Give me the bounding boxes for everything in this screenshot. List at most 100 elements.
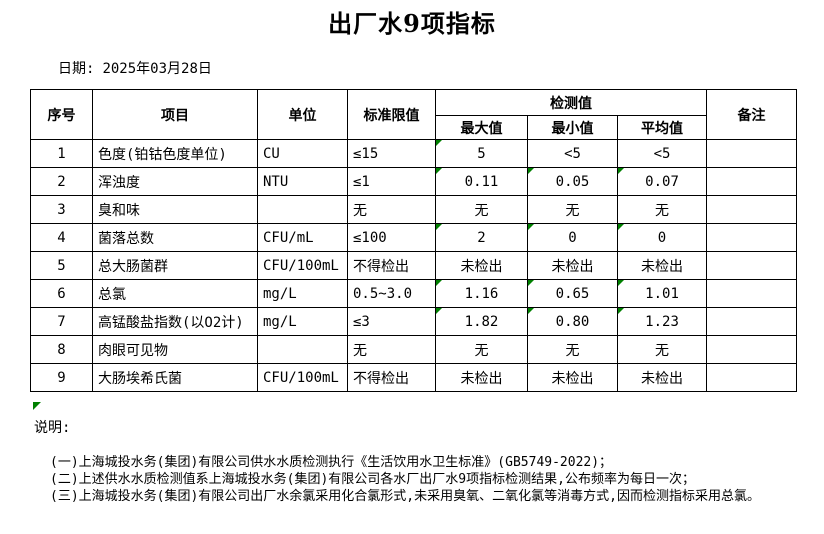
table-row: 3 臭和味无无无无 — [30, 195, 798, 224]
table-body: 1 色度(铂钴色度单位) CU ≤15 5 <5 <5 2 浑浊度 NTU ≤1 0.11 0.05 0.… — [30, 139, 798, 392]
row-max: 5 — [435, 139, 528, 168]
row-min: 0.65 — [527, 279, 618, 308]
green-flag-icon — [528, 280, 534, 286]
row-remark — [706, 223, 798, 252]
notes-list: (一)上海城投水务(集团)有限公司供水水质检测执行《生活饮用水卫生标准》(GB5… — [50, 454, 824, 505]
row-min: 无 — [527, 335, 618, 364]
row-seq: 4 — [30, 223, 93, 252]
row-seq: 3 — [30, 195, 93, 224]
row-unit: CFU/100mL — [257, 251, 348, 280]
header-seq: 序号 — [30, 89, 93, 140]
row-unit: CFU/100mL — [257, 363, 348, 392]
row-limit: ≤3 — [347, 307, 436, 336]
row-seq: 7 — [30, 307, 93, 336]
table-row: 2 浑浊度 NTU ≤1 0.11 0.05 0.07 — [30, 167, 798, 196]
row-unit: mg/L — [257, 307, 348, 336]
row-avg: 1.01 — [616, 279, 708, 308]
header-limit: 标准限值 — [347, 89, 436, 140]
row-avg: 未检出 — [616, 363, 708, 392]
row-avg: 无 — [616, 335, 708, 364]
row-avg: 1.23 — [616, 307, 708, 336]
row-unit: NTU — [257, 167, 348, 196]
note-line: (三)上海城投水务(集团)有限公司出厂水余氯采用化合氯形式,未采用臭氧、二氧化氯… — [50, 489, 760, 504]
row-item: 高锰酸盐指数(以O2计) — [92, 307, 258, 336]
row-seq: 1 — [30, 139, 93, 168]
row-max: 2 — [435, 223, 528, 252]
table-row: 9 大肠埃希氏菌 CFU/100mL 不得检出 未检出 未检出 未检出 — [30, 363, 798, 392]
green-flag-icon — [618, 224, 624, 230]
green-flag-icon — [436, 224, 442, 230]
table-row: 7 高锰酸盐指数(以O2计) mg/L ≤3 1.82 0.80 1.23 — [30, 307, 798, 336]
row-unit — [257, 195, 348, 224]
green-flag-icon — [528, 168, 534, 174]
row-avg: 0.07 — [616, 167, 708, 196]
row-unit: CFU/mL — [257, 223, 348, 252]
green-flag-icon — [33, 402, 41, 410]
table-row: 8 肉眼可见物无无无无 — [30, 335, 798, 364]
green-flag-icon — [436, 168, 442, 174]
note-line: (二)上述供水水质检测值系上海城投水务(集团)有限公司各水厂出厂水9项指标检测结… — [50, 472, 695, 487]
row-limit: ≤15 — [347, 139, 436, 168]
row-avg: <5 — [616, 139, 708, 168]
row-min: 0.05 — [527, 167, 618, 196]
green-flag-icon — [436, 308, 442, 314]
header-avg: 平均值 — [616, 115, 708, 140]
row-min: 无 — [527, 195, 618, 224]
row-seq: 6 — [30, 279, 93, 308]
row-item: 菌落总数 — [92, 223, 258, 252]
table-row: 1 色度(铂钴色度单位) CU ≤15 5 <5 <5 — [30, 139, 798, 168]
row-min: 未检出 — [527, 363, 618, 392]
green-flag-icon — [436, 140, 442, 146]
header-remark: 备注 — [706, 89, 798, 140]
row-avg: 未检出 — [616, 251, 708, 280]
green-flag-icon — [528, 308, 534, 314]
row-max: 0.11 — [435, 167, 528, 196]
row-limit: ≤1 — [347, 167, 436, 196]
row-max: 1.82 — [435, 307, 528, 336]
table-row: 4 菌落总数 CFU/mL ≤100 2 0 0 — [30, 223, 798, 252]
row-avg: 无 — [616, 195, 708, 224]
row-remark — [706, 335, 798, 364]
row-remark — [706, 195, 798, 224]
green-flag-icon — [618, 168, 624, 174]
row-limit: 0.5~3.0 — [347, 279, 436, 308]
row-seq: 9 — [30, 363, 93, 392]
page-title: 出厂水9项指标 — [328, 9, 496, 38]
header-min: 最小值 — [527, 115, 618, 140]
green-flag-icon — [618, 308, 624, 314]
row-max: 未检出 — [435, 363, 528, 392]
header-max: 最大值 — [435, 115, 528, 140]
row-unit: CU — [257, 139, 348, 168]
table-row: 5 总大肠菌群 CFU/100mL 不得检出 未检出 未检出 未检出 — [30, 251, 798, 280]
row-unit — [257, 335, 348, 364]
date-label: 日期: — [58, 61, 95, 77]
row-max: 无 — [435, 195, 528, 224]
header-detection-group: 检测值 — [434, 89, 708, 116]
row-unit: mg/L — [257, 279, 348, 308]
row-seq: 2 — [30, 167, 93, 196]
row-seq: 8 — [30, 335, 93, 364]
row-remark — [706, 363, 798, 392]
row-remark — [706, 307, 798, 336]
green-flag-icon — [618, 280, 624, 286]
row-remark — [706, 279, 798, 308]
row-min: <5 — [527, 139, 618, 168]
notes-label: 说明: — [34, 420, 71, 436]
row-min: 0.80 — [527, 307, 618, 336]
row-limit: 无 — [347, 335, 436, 364]
row-item: 肉眼可见物 — [92, 335, 258, 364]
row-avg: 0 — [616, 223, 708, 252]
row-limit: ≤100 — [347, 223, 436, 252]
row-limit: 无 — [347, 195, 436, 224]
row-item: 色度(铂钴色度单位) — [92, 139, 258, 168]
header-unit: 单位 — [257, 89, 348, 140]
row-remark — [706, 251, 798, 280]
row-limit: 不得检出 — [347, 251, 436, 280]
row-min: 0 — [527, 223, 618, 252]
row-item: 浑浊度 — [92, 167, 258, 196]
report-page: 出厂水9项指标 日期: 2025年03月28日 序号 项目 单位 标准限值 检测值… — [0, 4, 824, 534]
row-max: 未检出 — [435, 251, 528, 280]
row-min: 未检出 — [527, 251, 618, 280]
table-header: 序号 项目 单位 标准限值 检测值 备注 最大值 最小值 平均值 — [30, 89, 798, 140]
row-remark — [706, 139, 798, 168]
